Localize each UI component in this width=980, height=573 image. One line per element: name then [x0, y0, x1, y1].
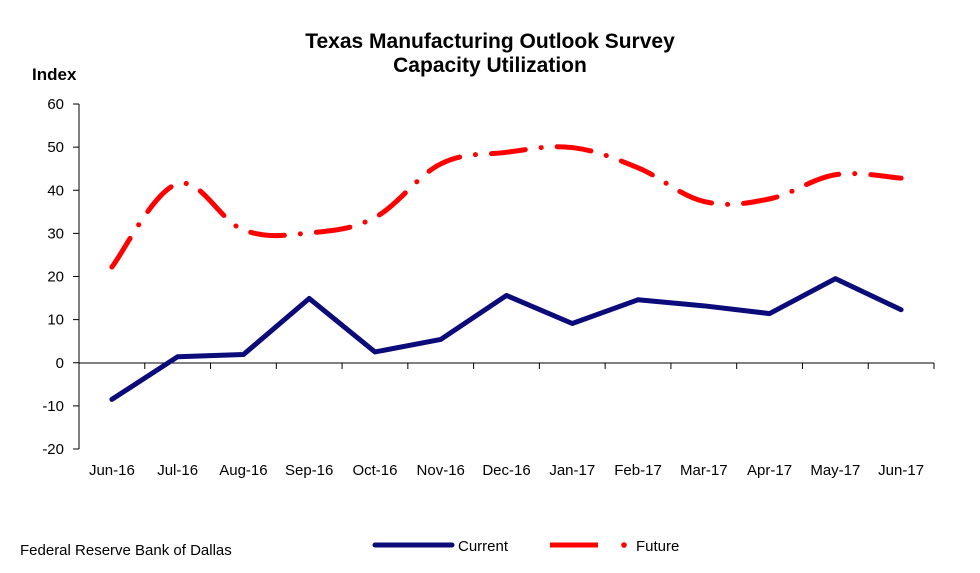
y-axis-ticks: -20 -10 0 10 20 30 40 50 60	[42, 96, 79, 458]
y-tick-label: 60	[47, 96, 64, 113]
x-tick-label: Jun-16	[89, 462, 135, 479]
y-tick-label: 10	[47, 312, 64, 329]
x-tick-label: Apr-17	[747, 462, 792, 479]
x-tick-label: Nov-16	[417, 462, 465, 479]
y-tick-label: 50	[47, 139, 64, 156]
y-tick-label: 20	[47, 269, 64, 286]
chart-title-line: Texas Manufacturing Outlook Survey	[305, 30, 675, 53]
legend-label-current: Current	[458, 538, 509, 555]
series-line-future	[109, 144, 904, 270]
y-tick-label: 40	[47, 182, 64, 199]
x-tick-label: Jan-17	[549, 462, 595, 479]
source-note: Federal Reserve Bank of Dallas	[20, 542, 232, 559]
x-tick-label: Feb-17	[614, 462, 662, 479]
x-tick-label: Jun-17	[878, 462, 924, 479]
series-lines	[109, 144, 904, 402]
y-tick-label: -20	[42, 441, 64, 458]
series-line-current	[109, 276, 904, 402]
chart-title-line: Capacity Utilization	[393, 54, 587, 77]
x-tick-label: Oct-16	[352, 462, 397, 479]
legend-swatch-dot-future	[621, 542, 627, 548]
y-tick-label: 0	[56, 355, 64, 372]
x-tick-label: Jul-16	[157, 462, 198, 479]
legend-label-future: Future	[636, 538, 679, 555]
y-tick-label: -10	[42, 398, 64, 415]
legend: Current Future	[372, 538, 679, 555]
x-tick-label: Mar-17	[680, 462, 728, 479]
axes	[78, 104, 934, 449]
x-tick-label: May-17	[810, 462, 860, 479]
chart-title: Texas Manufacturing Outlook SurveyCapaci…	[305, 30, 675, 77]
x-tick-label: Sep-16	[285, 462, 333, 479]
y-axis-label: Index	[32, 65, 77, 84]
x-tick-label: Dec-16	[482, 462, 530, 479]
x-tick-label: Aug-16	[219, 462, 267, 479]
y-tick-label: 30	[47, 225, 64, 242]
x-axis-ticks: Jun-16 Jul-16 Aug-16 Sep-16 Oct-16 Nov-16 Dec-…	[78, 363, 935, 479]
